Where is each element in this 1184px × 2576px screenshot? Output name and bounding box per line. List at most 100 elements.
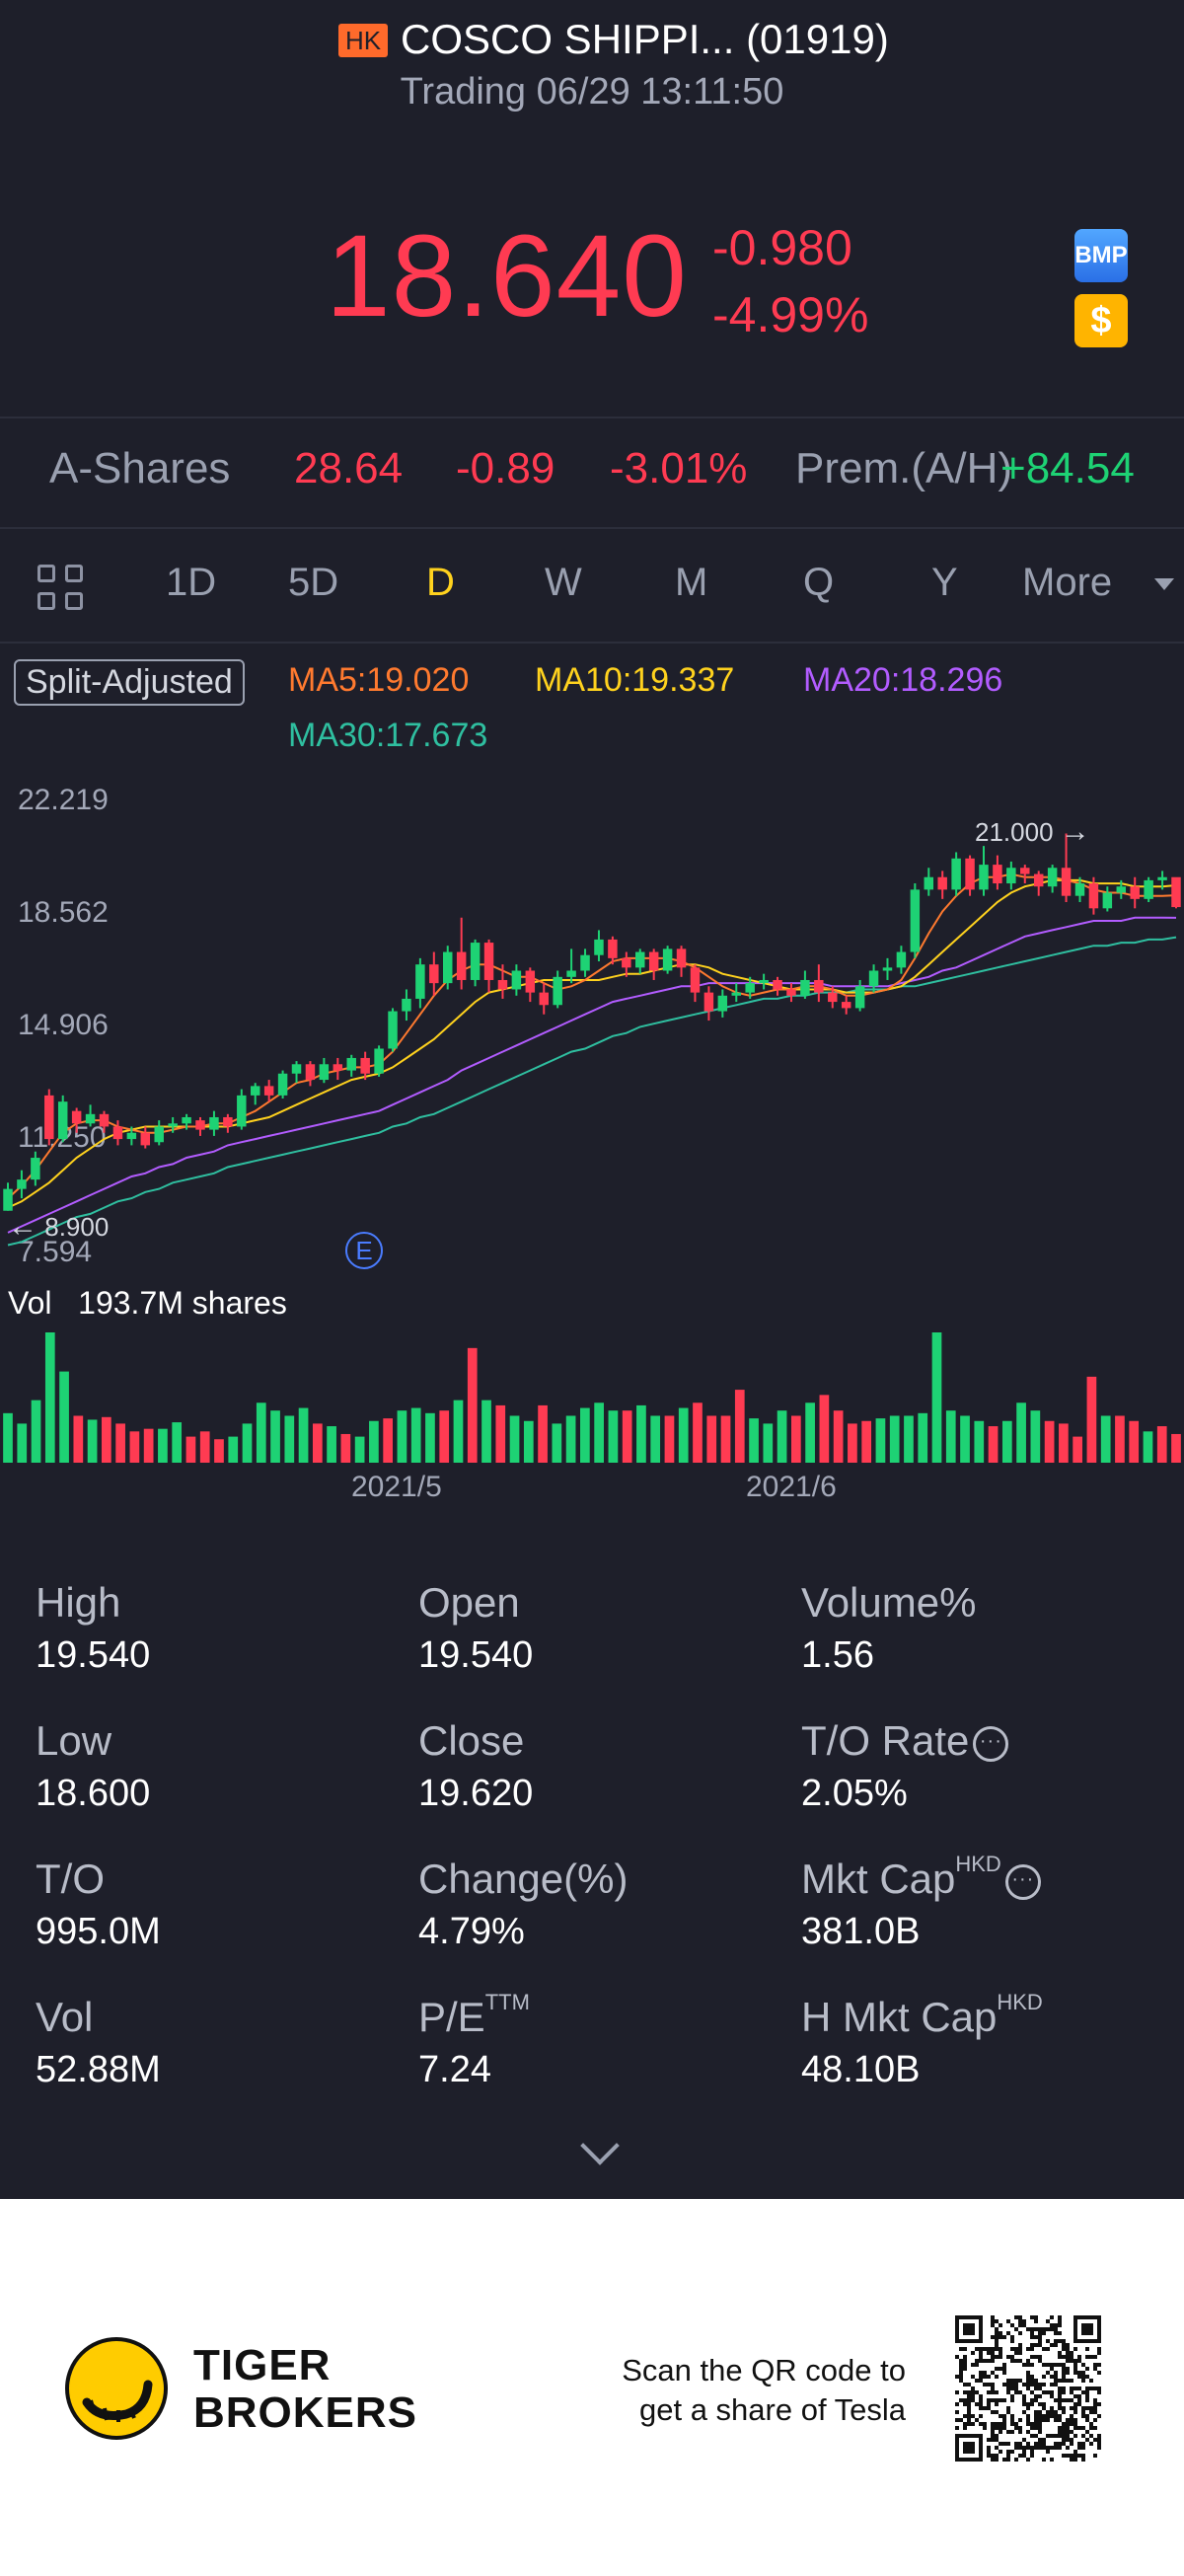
low-marker-label: ← 8.900 <box>8 1210 110 1243</box>
promo-text-line2: get a share of Tesla <box>639 2392 906 2427</box>
x-tick-label: 2021/6 <box>746 1471 837 1503</box>
high-marker-label: 21.000 → <box>975 815 1090 848</box>
volume-bar <box>102 1416 111 1463</box>
tab-more[interactable]: More <box>1022 561 1113 604</box>
arrow-right-icon: → <box>1060 815 1090 848</box>
arrow-left-icon: ← <box>8 1210 37 1243</box>
tab-5d[interactable]: 5D <box>288 561 339 604</box>
candle-body <box>223 1116 233 1127</box>
tab-1d[interactable]: 1D <box>166 561 217 604</box>
ma5-line <box>7 872 1177 1199</box>
candle-body <box>140 1132 151 1146</box>
tab-year[interactable]: Y <box>931 561 958 604</box>
candle-body <box>388 1011 398 1049</box>
stat-low-label: Low <box>36 1717 112 1764</box>
candle-body <box>168 1123 178 1127</box>
candle-body <box>622 957 631 968</box>
volume-bar <box>1059 1423 1069 1463</box>
candle-body <box>209 1116 219 1130</box>
candlestick-chart[interactable] <box>0 0 1184 1520</box>
more-info-icon[interactable]: ··· <box>1004 1863 1041 1900</box>
a-shares-change: -0.89 <box>456 444 555 492</box>
volume-bar <box>298 1407 309 1463</box>
volume-bar <box>185 1436 196 1463</box>
candle-body <box>786 989 796 996</box>
ma10-label: MA10:19.337 <box>535 661 735 699</box>
candle-body <box>731 992 741 996</box>
candle-body <box>910 889 921 952</box>
candle-body <box>1088 883 1099 909</box>
more-info-icon[interactable]: ··· <box>973 1725 1009 1762</box>
dollar-icon[interactable]: $ <box>1074 294 1128 347</box>
tab-week[interactable]: W <box>545 561 582 604</box>
stat-change-percent-value: 4.79% <box>418 1911 525 1952</box>
candle-body <box>676 948 687 968</box>
bmp-icon[interactable]: BMP <box>1074 229 1128 282</box>
volume-bar <box>931 1332 942 1463</box>
candle-body <box>566 970 576 977</box>
candle-body <box>360 1057 370 1074</box>
candle-body <box>71 1110 82 1124</box>
volume-bar <box>172 1422 183 1463</box>
candle-body <box>1171 876 1181 908</box>
volume-bar <box>960 1415 970 1463</box>
volume-bar <box>1143 1431 1153 1463</box>
promo-footer: TIGER BROKERS Scan the QR code to get a … <box>0 2199 1184 2576</box>
volume-bar <box>1171 1433 1181 1463</box>
chevron-down-icon[interactable] <box>580 2126 620 2165</box>
stock-title[interactable]: COSCO SHIPPI... (01919) <box>401 16 889 62</box>
volume-bar <box>425 1412 435 1463</box>
trading-status: Trading 06/29 13:11:50 <box>400 71 784 113</box>
a-shares-label[interactable]: A-Shares <box>49 444 231 492</box>
stat-pe-value: 7.24 <box>418 2049 491 2090</box>
stat-low-value: 18.600 <box>36 1773 151 1814</box>
volume-bar <box>1030 1410 1041 1463</box>
tab-day[interactable]: D <box>426 561 455 604</box>
price-change-percent: -4.99% <box>712 287 869 342</box>
stat-change-percent-label: Change(%) <box>418 1856 629 1902</box>
candle-body <box>402 998 411 1012</box>
volume-bar <box>720 1415 731 1463</box>
candle-body <box>3 1188 13 1211</box>
volume-bar <box>861 1420 872 1463</box>
volume-bar <box>833 1410 844 1463</box>
ma30-label: MA30:17.673 <box>288 717 488 754</box>
volume-bar <box>87 1419 98 1463</box>
premium-value: +84.54 <box>1000 444 1135 492</box>
candle-body <box>31 1158 40 1180</box>
volume-bar <box>383 1418 394 1463</box>
volume-bar <box>1100 1415 1111 1463</box>
volume-bar <box>397 1410 407 1463</box>
volume-bar <box>439 1410 450 1463</box>
tab-month[interactable]: M <box>675 561 708 604</box>
volume-bar <box>904 1415 914 1463</box>
y-tick-label: 22.219 <box>18 784 109 816</box>
volume-bar <box>1073 1436 1082 1463</box>
volume-bar <box>467 1347 478 1463</box>
volume-bar <box>1016 1402 1026 1463</box>
candle-body <box>648 951 659 971</box>
candle-body <box>759 979 769 984</box>
grid-icon[interactable] <box>37 565 87 614</box>
divider <box>0 642 1184 644</box>
split-adjusted-toggle[interactable]: Split-Adjusted <box>14 659 245 706</box>
caret-down-icon[interactable] <box>1154 578 1174 590</box>
candle-body <box>525 970 536 993</box>
candle-body <box>1074 883 1085 896</box>
volume-bar <box>848 1423 857 1463</box>
stat-h-market-cap-label: H Mkt CapHKD <box>801 1990 1043 2040</box>
volume-bar <box>552 1423 562 1463</box>
tab-quarter[interactable]: Q <box>803 561 835 604</box>
candle-body <box>346 1057 356 1071</box>
volume-bar <box>790 1415 801 1463</box>
volume-bar <box>706 1415 717 1463</box>
volume-bar <box>354 1436 365 1463</box>
brand-name-line1: TIGER <box>193 2341 332 2389</box>
last-price: 18.640 <box>326 211 688 341</box>
event-marker-icon[interactable]: E <box>345 1232 383 1269</box>
candle-body <box>497 979 508 990</box>
candle-body <box>1130 886 1140 899</box>
candle-body <box>44 1095 54 1140</box>
volume-bar <box>608 1410 619 1463</box>
stat-volume-percent-value: 1.56 <box>801 1634 874 1676</box>
